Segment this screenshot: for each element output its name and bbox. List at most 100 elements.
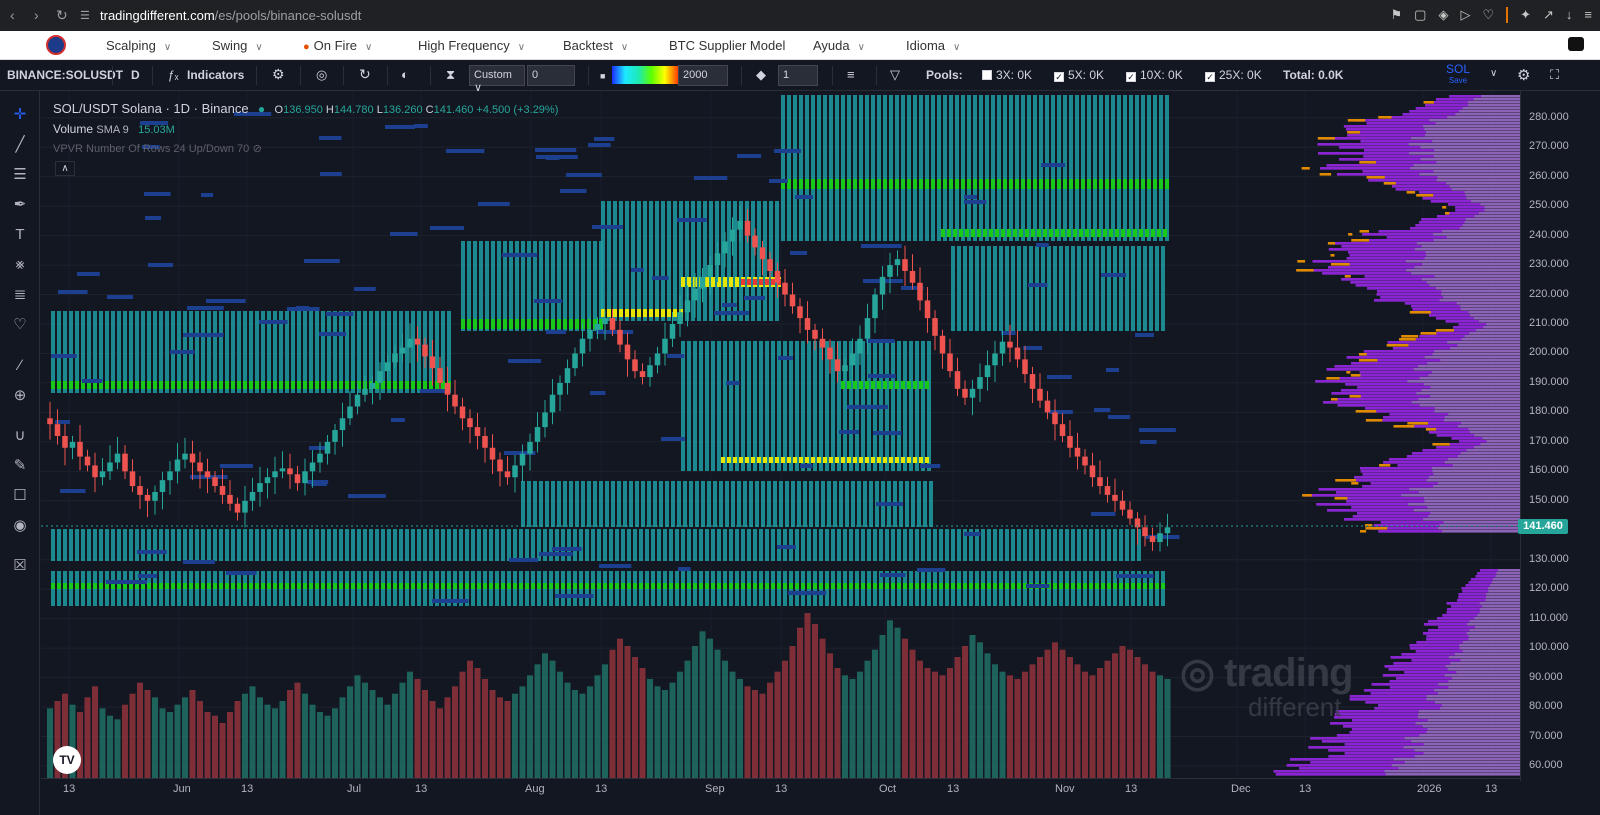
range-select[interactable]: Custom ∨ <box>469 65 525 94</box>
pool-5x-checkbox[interactable]: ✓ 5X: 0K <box>1054 68 1105 82</box>
pencil-lock-icon[interactable]: ✎ <box>13 457 27 474</box>
collapse-legend-button[interactable]: ∧ <box>55 161 75 176</box>
vpvr-row <box>1327 509 1520 512</box>
volume-bar <box>542 653 548 778</box>
interval-button[interactable]: D <box>131 68 140 82</box>
time-axis[interactable]: 13 Jun 13 Jul 13 Aug 13 Sep 13 Oct 13 Nov 13 Dec 13 202… <box>41 778 1520 800</box>
price-chart[interactable] <box>41 91 1520 778</box>
vpvr-row-up <box>1458 596 1487 599</box>
heatmap-column <box>189 529 193 561</box>
menu-item-swing[interactable]: Swing ∨ <box>212 38 263 53</box>
volume-legend[interactable]: Volume SMA 9 15.03M <box>53 122 175 136</box>
volume-bar <box>879 635 886 778</box>
reload-icon[interactable]: ↻ <box>56 7 68 23</box>
back-icon[interactable]: ‹ <box>10 7 15 23</box>
fib-icon[interactable]: ≣ <box>13 286 27 303</box>
heatmap-hot-cell <box>459 583 463 589</box>
indicators-button[interactable]: Indicators <box>187 68 245 82</box>
vpvr-row <box>1393 662 1520 665</box>
heatmap-column <box>417 311 421 393</box>
heatmap-column <box>1125 246 1129 331</box>
crosshair-icon[interactable]: ✛ <box>13 106 27 123</box>
lock-icon[interactable]: ☐ <box>13 487 27 504</box>
trend-line-icon[interactable]: ╱ <box>15 136 25 153</box>
gradient-picker-icon[interactable]: ■ <box>600 71 606 81</box>
fullscreen-icon[interactable]: ⛶ <box>1550 67 1560 82</box>
heatmap-hot-cell <box>195 381 199 389</box>
heatmap-hot-cell <box>1121 229 1125 237</box>
menu-item-high-frequency[interactable]: High Frequency ∨ <box>418 38 526 53</box>
palette-icon[interactable]: ◐ <box>401 67 409 82</box>
trash-icon[interactable]: ☒ <box>13 557 27 574</box>
indicators-icon[interactable]: ƒₓ <box>168 68 179 82</box>
tradingview-logo[interactable]: TV <box>53 746 81 774</box>
volume-bar <box>1052 642 1058 778</box>
vpvr-row <box>1370 692 1520 695</box>
hourglass-icon[interactable]: ⧗ <box>446 67 456 82</box>
address-bar[interactable]: tradingdifferent.com/es/pools/binance-so… <box>100 8 361 23</box>
layers-icon[interactable]: ◆ <box>756 67 766 82</box>
ruler-icon[interactable]: ∕ <box>18 357 22 374</box>
symbol-search[interactable]: BINANCE:SOLUSDT <box>7 68 123 82</box>
heatmap-sparse-cell <box>847 405 888 409</box>
heatmap-gradient[interactable] <box>612 66 678 84</box>
menu-item-ayuda[interactable]: Ayuda ∨ <box>813 38 865 53</box>
vpvr-row-up <box>1475 575 1496 578</box>
heatmap-column <box>745 201 749 321</box>
symbol-save-button[interactable]: SOL Save <box>1445 62 1470 85</box>
forward-icon[interactable]: › <box>34 7 39 23</box>
visibility-eye-icon[interactable]: ◉ <box>13 517 27 534</box>
download-icon[interactable]: ↓ <box>1565 7 1573 22</box>
site-logo[interactable] <box>46 35 66 55</box>
magnet-icon[interactable]: ∪ <box>14 427 26 444</box>
menu-item-on-fire[interactable]: ● On Fire ∨ <box>303 38 373 53</box>
pool-10x-checkbox[interactable]: ✓ 10X: 0K <box>1126 68 1183 82</box>
vpvr-row-up <box>1349 254 1427 257</box>
pattern-icon[interactable]: ⨳ <box>15 256 25 273</box>
menu-item-scalping[interactable]: Scalping ∨ <box>106 38 172 53</box>
menu-item-backtest[interactable]: Backtest ∨ <box>563 38 629 53</box>
range-value-input[interactable]: 0 <box>527 65 575 86</box>
brush-icon[interactable]: ✒ <box>13 196 27 213</box>
heatmap-column <box>951 246 955 331</box>
pin-icon[interactable]: ⚑ <box>1390 7 1403 22</box>
filter-icon[interactable]: ▽ <box>890 67 900 82</box>
play-icon[interactable]: ▷ <box>1460 7 1471 22</box>
chevron-down-icon[interactable]: ∨ <box>1490 68 1498 79</box>
share-icon[interactable]: ↗ <box>1543 7 1554 22</box>
heatmap-hot-cell <box>573 583 577 589</box>
text-icon[interactable]: T <box>15 226 25 243</box>
align-right-icon[interactable]: ≡ <box>847 67 855 82</box>
layers-value-input[interactable]: 1 <box>778 65 818 86</box>
shield-icon[interactable]: ◈ <box>1438 7 1449 22</box>
menu-item-idioma[interactable]: Idioma ∨ <box>906 38 961 53</box>
refresh-icon[interactable]: ↻ <box>359 66 371 82</box>
menu-icon[interactable]: ≡ <box>1584 7 1592 22</box>
extensions-icon[interactable]: ✦ <box>1520 7 1531 22</box>
vpvr-row-highlight <box>1359 161 1376 164</box>
heatmap-column <box>903 529 907 561</box>
gradient-value-input[interactable]: 2000 <box>678 65 728 86</box>
heatmap-sparse-cell <box>304 259 340 263</box>
screenshot-icon[interactable]: ▢ <box>1414 7 1427 22</box>
price-axis[interactable]: 280.000 270.000 260.000 250.000 240.000 230.0… <box>1520 91 1600 781</box>
pool-25x-checkbox[interactable]: ✓ 25X: 0K <box>1205 68 1262 82</box>
menu-item-btc-supplier-model[interactable]: BTC Supplier Model <box>669 38 786 53</box>
vpvr-legend[interactable]: VPVR Number Of Rows 24 Up/Down 70 ⊘ <box>53 143 262 155</box>
zoom-in-icon[interactable]: ⊕ <box>13 387 27 404</box>
site-info-icon[interactable]: ☰ <box>80 10 90 22</box>
vpvr-row-up <box>1436 317 1474 320</box>
hide-eye-icon[interactable]: ◎ <box>316 67 328 82</box>
favorites-heart-icon[interactable]: ♡ <box>13 316 27 333</box>
vpvr-row <box>1451 605 1520 608</box>
chart-settings-icon[interactable]: ⚙ <box>1517 67 1531 84</box>
pool-3x-checkbox[interactable]: 3X: 0K <box>982 68 1032 82</box>
candle-body <box>527 441 533 454</box>
settings-gear-icon[interactable]: ⚙ <box>272 66 285 82</box>
heatmap-hot-cell <box>717 277 721 287</box>
heatmap-hot-cell <box>961 179 965 189</box>
camera-icon[interactable] <box>1568 37 1584 51</box>
heatmap-hot-cell <box>249 583 253 589</box>
horizontal-lines-icon[interactable]: ☰ <box>13 166 27 183</box>
heart-icon[interactable]: ♡ <box>1482 7 1495 22</box>
